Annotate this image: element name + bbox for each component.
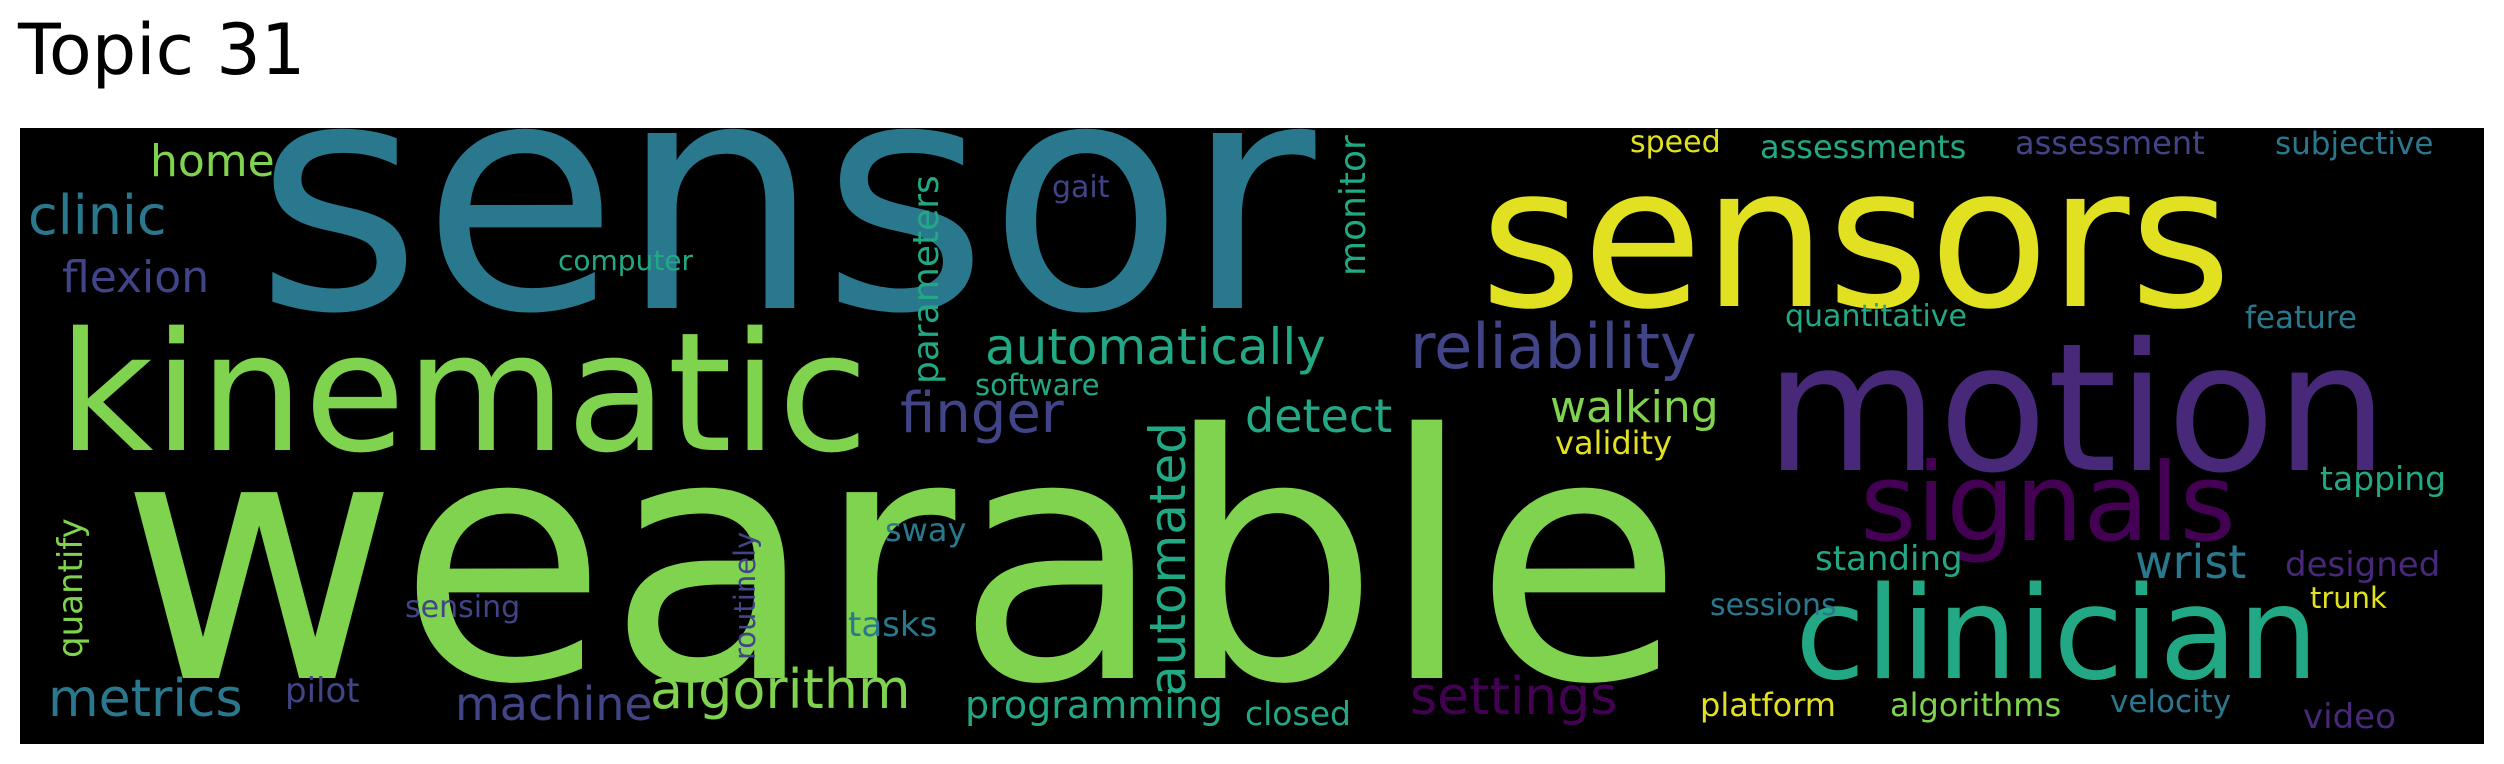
word-settings: settings	[1410, 667, 1617, 727]
word-sway: sway	[885, 511, 966, 549]
word-standing: standing	[1815, 539, 1963, 579]
word-tapping: tapping	[2320, 459, 2446, 498]
word-wearable: wearable	[120, 363, 1683, 744]
word-parameters: parameters	[906, 175, 947, 384]
word-sensors: sensors	[1480, 128, 2232, 353]
word-sensor: sensor	[255, 128, 1319, 384]
word-sessions: sessions	[1710, 588, 1837, 623]
word-subjective: subjective	[2275, 128, 2433, 162]
word-video: video	[2303, 697, 2396, 737]
word-platform: platform	[1700, 686, 1836, 724]
word-programming: programming	[965, 683, 1223, 727]
word-flexion: flexion	[62, 252, 209, 303]
word-signals: signals	[1860, 441, 2236, 566]
word-machine: machine	[455, 677, 653, 731]
word-assessment: assessment	[2015, 128, 2205, 162]
word-designed: designed	[2285, 545, 2440, 585]
word-trunk: trunk	[2310, 581, 2387, 615]
word-software: software	[975, 368, 1100, 402]
word-reliability: reliability	[1410, 310, 1697, 383]
word-quantify: quantify	[51, 518, 91, 658]
page-title: Topic 31	[18, 9, 306, 91]
word-metrics: metrics	[48, 669, 243, 729]
word-clinician: clinician	[1795, 560, 2319, 709]
word-pilot: pilot	[285, 671, 360, 711]
word-closed: closed	[1245, 694, 1351, 733]
word-velocity: velocity	[2110, 684, 2231, 720]
word-clinic: clinic	[28, 184, 167, 247]
word-motion: motion	[1765, 305, 2388, 512]
word-detect: detect	[1245, 389, 1392, 443]
word-gait: gait	[1052, 170, 1110, 205]
word-wrist: wrist	[2135, 535, 2246, 589]
word-automated: automated	[1139, 422, 1197, 696]
word-cloud: sensor sensors wearable kinematic motion clin…	[20, 128, 2484, 744]
word-algorithms: algorithms	[1890, 686, 2061, 724]
word-cloud-background	[20, 128, 2484, 744]
word-monitor: monitor	[1333, 135, 1374, 276]
word-kinematic: kinematic	[58, 297, 869, 489]
word-assessments: assessments	[1760, 128, 1966, 166]
word-walking: walking	[1550, 382, 1719, 433]
word-home: home	[150, 136, 275, 187]
word-finger: finger	[900, 381, 1065, 446]
word-routinely: routinely	[728, 532, 762, 660]
word-quantitative: quantitative	[1785, 299, 1967, 334]
word-validity: validity	[1555, 424, 1672, 462]
word-speed: speed	[1630, 128, 1721, 160]
word-computer: computer	[558, 244, 694, 277]
word-automatically: automatically	[985, 318, 1326, 376]
word-sensing: sensing	[405, 590, 520, 625]
word-feature: feature	[2245, 300, 2357, 336]
word-tasks: tasks	[848, 605, 937, 645]
word-algorithm: algorithm	[650, 658, 911, 721]
